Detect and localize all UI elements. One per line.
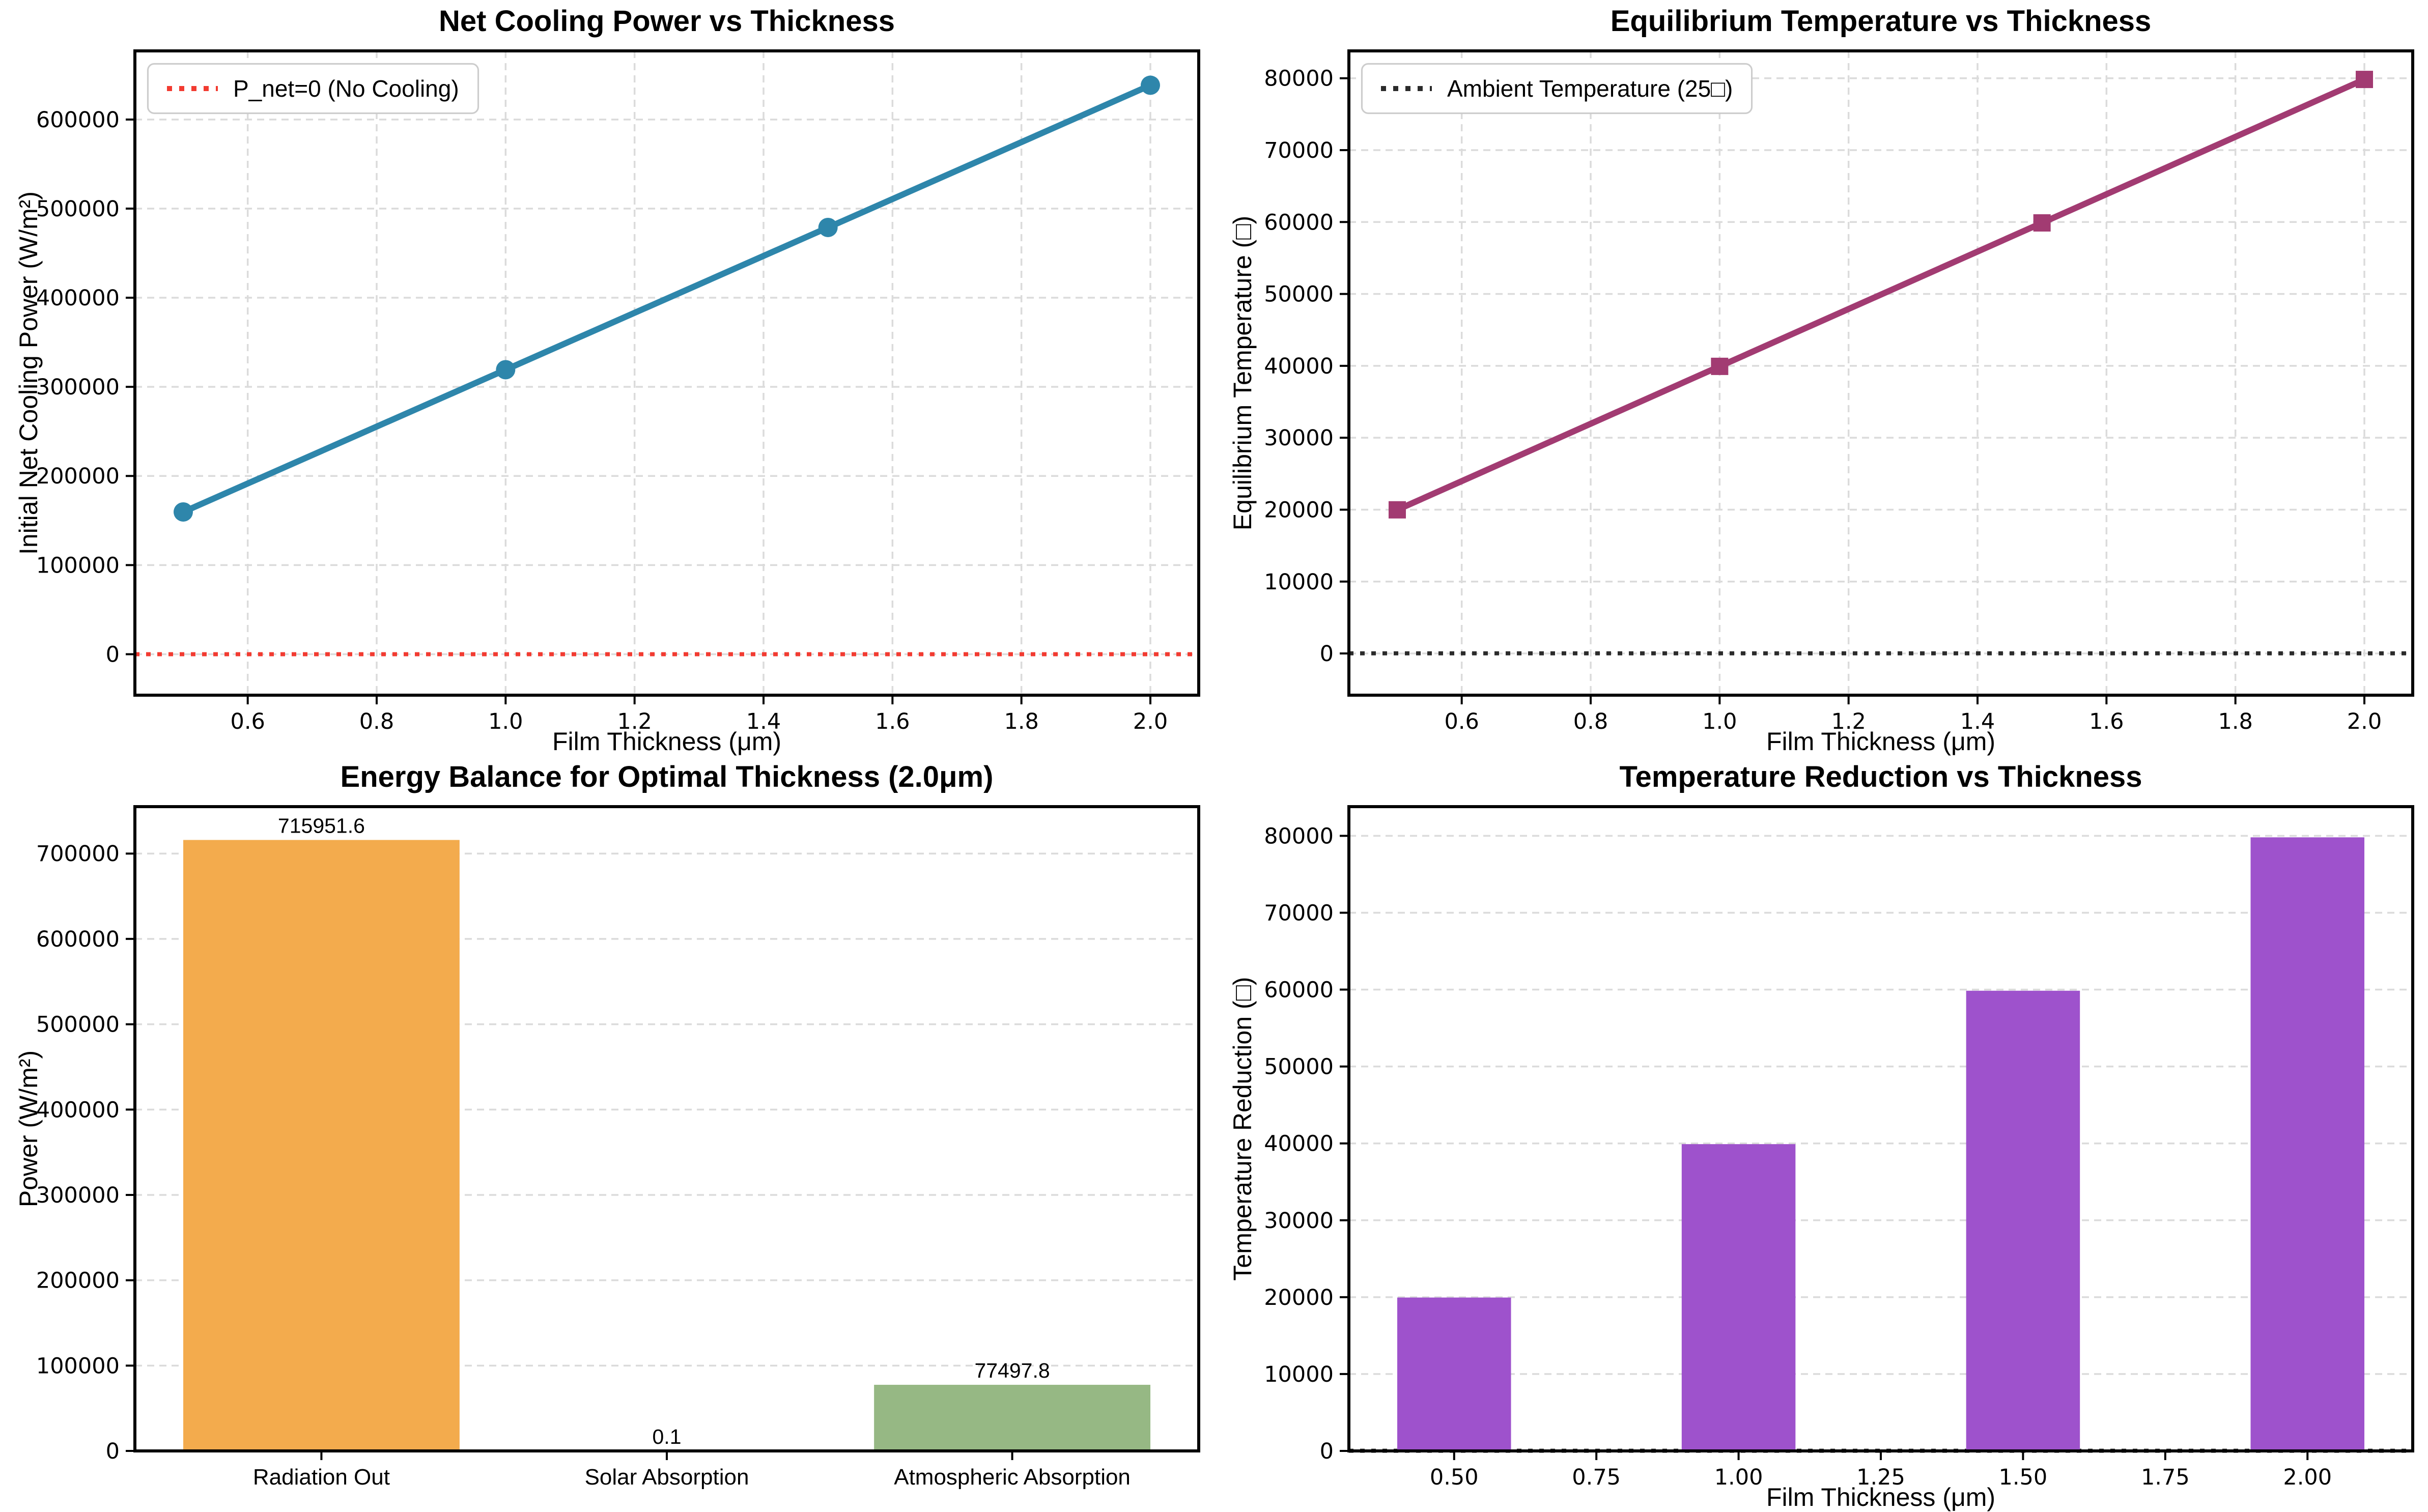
svg-text:30000: 30000 [1264,1208,1334,1234]
svg-text:500000: 500000 [36,196,120,222]
tick-marks-and-labels: 0.6 0.8 1.0 1.2 1.4 1.6 1.8 2.0 0 10000 … [1264,66,2382,734]
svg-text:60000: 60000 [1264,210,1334,235]
svg-text:0.6: 0.6 [1444,709,1479,734]
dotted-line-sample-icon [1381,86,1432,91]
svg-text:40000: 40000 [1264,354,1334,379]
subplot-energy-balance: Energy Balance for Optimal Thickness (2.… [0,756,1214,1511]
data-series [1389,71,2373,519]
svg-text:1.4: 1.4 [746,709,781,734]
svg-text:0.50: 0.50 [1430,1465,1479,1490]
x-axis-label: Film Thickness (μm) [1766,727,1996,756]
svg-text:50000: 50000 [1264,1054,1334,1080]
svg-text:Radiation Out: Radiation Out [253,1465,390,1490]
svg-text:1.6: 1.6 [875,709,910,734]
svg-text:300000: 300000 [36,375,120,400]
plot-canvas: 0.6 0.8 1.0 1.2 1.4 1.6 1.8 2.0 0 100000… [36,49,1200,734]
data-series [1397,837,2364,1451]
svg-text:0: 0 [1320,1439,1334,1464]
axes-frame [1347,49,2414,697]
svg-text:10000: 10000 [1264,1362,1334,1387]
svg-text:1.00: 1.00 [1714,1465,1763,1490]
svg-text:1.0: 1.0 [1702,709,1737,734]
svg-text:0.8: 0.8 [1573,709,1608,734]
svg-text:Atmospheric Absorption: Atmospheric Absorption [894,1465,1131,1490]
svg-text:200000: 200000 [36,1268,120,1294]
svg-text:10000: 10000 [1264,569,1334,595]
svg-text:100000: 100000 [36,1353,120,1379]
grid-lines [135,51,1199,695]
plot-canvas: 715951.6 0.1 77497.8 Radiation Out Solar A… [36,805,1200,1490]
svg-text:0.8: 0.8 [359,709,394,734]
svg-text:400000: 400000 [36,286,120,311]
svg-text:30000: 30000 [1264,425,1334,451]
svg-text:1.8: 1.8 [2218,709,2252,734]
dotted-line-sample-icon [167,86,218,91]
svg-text:600000: 600000 [36,927,120,952]
svg-text:0.75: 0.75 [1572,1465,1621,1490]
svg-text:1.4: 1.4 [1960,709,1995,734]
svg-text:0: 0 [106,642,120,667]
tick-marks-and-labels: 0.50 0.75 1.00 1.25 1.50 1.75 2.00 0 100… [1264,823,2332,1490]
chart-title: Energy Balance for Optimal Thickness (2.… [340,760,994,793]
plot-canvas: 0.50 0.75 1.00 1.25 1.50 1.75 2.00 0 100… [1264,805,2414,1490]
tick-marks-and-labels: Radiation Out Solar Absorption Atmospher… [36,841,1131,1490]
x-axis-label: Film Thickness (μm) [1766,1483,1996,1511]
legend-label: Ambient Temperature (25□) [1447,75,1733,102]
svg-text:300000: 300000 [36,1183,120,1208]
x-axis-label: Film Thickness (μm) [552,727,782,756]
data-series: 715951.6 0.1 77497.8 [183,814,1150,1451]
svg-text:Solar Absorption: Solar Absorption [585,1465,749,1490]
svg-text:80000: 80000 [1264,66,1334,92]
svg-text:0: 0 [1320,641,1334,667]
svg-text:600000: 600000 [36,107,120,133]
svg-text:400000: 400000 [36,1097,120,1123]
svg-text:2.00: 2.00 [2283,1465,2332,1490]
chart-title: Temperature Reduction vs Thickness [1619,760,2142,793]
subplot-net-cooling-power: Net Cooling Power vs Thickness Initial N… [0,0,1214,756]
svg-text:1.2: 1.2 [1831,709,1866,734]
svg-text:80000: 80000 [1264,823,1334,849]
svg-text:60000: 60000 [1264,978,1334,1003]
svg-text:1.8: 1.8 [1004,709,1038,734]
subplot-equilibrium-temperature: Equilibrium Temperature vs Thickness Equ… [1214,0,2428,756]
svg-text:1.25: 1.25 [1856,1465,1905,1490]
svg-text:715951.6: 715951.6 [278,814,365,837]
svg-text:200000: 200000 [36,464,120,489]
axes-frame [133,49,1200,697]
svg-text:70000: 70000 [1264,900,1334,926]
svg-text:100000: 100000 [36,553,120,578]
subplot-temperature-reduction: Temperature Reduction vs Thickness Tempe… [1214,756,2428,1511]
svg-text:2.0: 2.0 [1133,709,1168,734]
svg-text:0: 0 [106,1439,120,1464]
legend: Ambient Temperature (25□) [1361,63,1753,114]
svg-text:0.6: 0.6 [230,709,265,734]
svg-text:1.50: 1.50 [1999,1465,2048,1490]
svg-text:50000: 50000 [1264,282,1334,307]
tick-marks-and-labels: 0.6 0.8 1.0 1.2 1.4 1.6 1.8 2.0 0 100000… [36,107,1168,734]
svg-text:1.2: 1.2 [617,709,652,734]
svg-text:1.0: 1.0 [488,709,523,734]
svg-text:2.0: 2.0 [2347,709,2382,734]
grid-lines [1349,835,2413,1452]
chart-title: Equilibrium Temperature vs Thickness [1610,5,2152,38]
legend-label: P_net=0 (No Cooling) [233,75,459,102]
svg-text:0.1: 0.1 [653,1425,682,1448]
svg-text:700000: 700000 [36,841,120,867]
svg-text:1.75: 1.75 [2141,1465,2190,1490]
svg-text:40000: 40000 [1264,1131,1334,1157]
svg-text:20000: 20000 [1264,1285,1334,1310]
svg-text:77497.8: 77497.8 [974,1359,1050,1382]
chart-title: Net Cooling Power vs Thickness [439,5,895,38]
svg-text:20000: 20000 [1264,497,1334,523]
data-series [174,75,1160,522]
svg-text:70000: 70000 [1264,138,1334,163]
svg-text:1.6: 1.6 [2089,709,2124,734]
svg-text:500000: 500000 [36,1012,120,1038]
grid-lines [1349,51,2413,695]
plot-canvas: 0.6 0.8 1.0 1.2 1.4 1.6 1.8 2.0 0 10000 … [1264,49,2414,734]
legend: P_net=0 (No Cooling) [147,63,479,114]
